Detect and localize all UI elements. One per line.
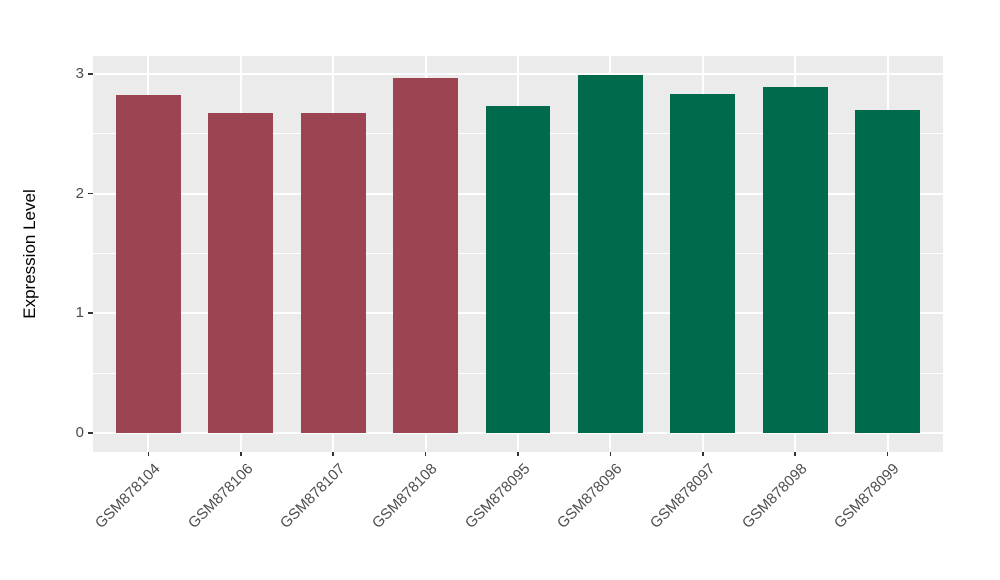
- bar-GSM878104: [116, 95, 181, 433]
- bar-GSM878107: [300, 113, 366, 433]
- x-tick-mark: [240, 452, 242, 456]
- bar-GSM878099: [855, 109, 920, 433]
- y-tick-mark: [88, 312, 93, 314]
- x-tick-label-text: GSM878096: [554, 460, 626, 532]
- bar-GSM878095: [485, 106, 551, 433]
- x-tick-label-text: GSM878097: [646, 460, 719, 532]
- x-tick-mark: [702, 452, 704, 456]
- bar-GSM878106: [208, 113, 274, 433]
- y-tick-mark: [88, 432, 93, 434]
- y-tick-label: 0: [75, 423, 84, 441]
- y-axis-title: Expression Level: [20, 189, 39, 319]
- x-tick-label-text: GSM878104: [92, 460, 164, 532]
- x-tick-label-text: GSM878106: [184, 460, 257, 532]
- x-tick-label-text: GSM878098: [738, 460, 811, 532]
- x-tick-mark: [886, 452, 889, 456]
- y-tick-mark: [88, 73, 93, 75]
- y-tick-label: 2: [75, 184, 84, 202]
- bar-GSM878097: [670, 94, 736, 433]
- x-tick-mark: [794, 452, 796, 456]
- x-tick-mark: [517, 452, 519, 456]
- x-tick-label-text: GSM878099: [831, 460, 903, 532]
- x-tick-mark: [147, 452, 150, 456]
- x-tick-mark: [424, 452, 427, 456]
- bar-GSM878096: [578, 75, 643, 433]
- y-tick-mark: [88, 192, 93, 195]
- x-tick-mark: [332, 452, 334, 456]
- x-tick-mark: [609, 452, 612, 456]
- y-tick-label: 3: [75, 64, 84, 82]
- plot-panel: [93, 56, 943, 452]
- x-tick-label-text: GSM878108: [369, 460, 441, 532]
- x-tick-label-text: GSM878107: [276, 460, 349, 532]
- bar-GSM878098: [762, 87, 828, 433]
- y-tick-label: 1: [75, 304, 84, 322]
- x-tick-label-text: GSM878095: [461, 460, 534, 532]
- bar-GSM878108: [393, 77, 458, 433]
